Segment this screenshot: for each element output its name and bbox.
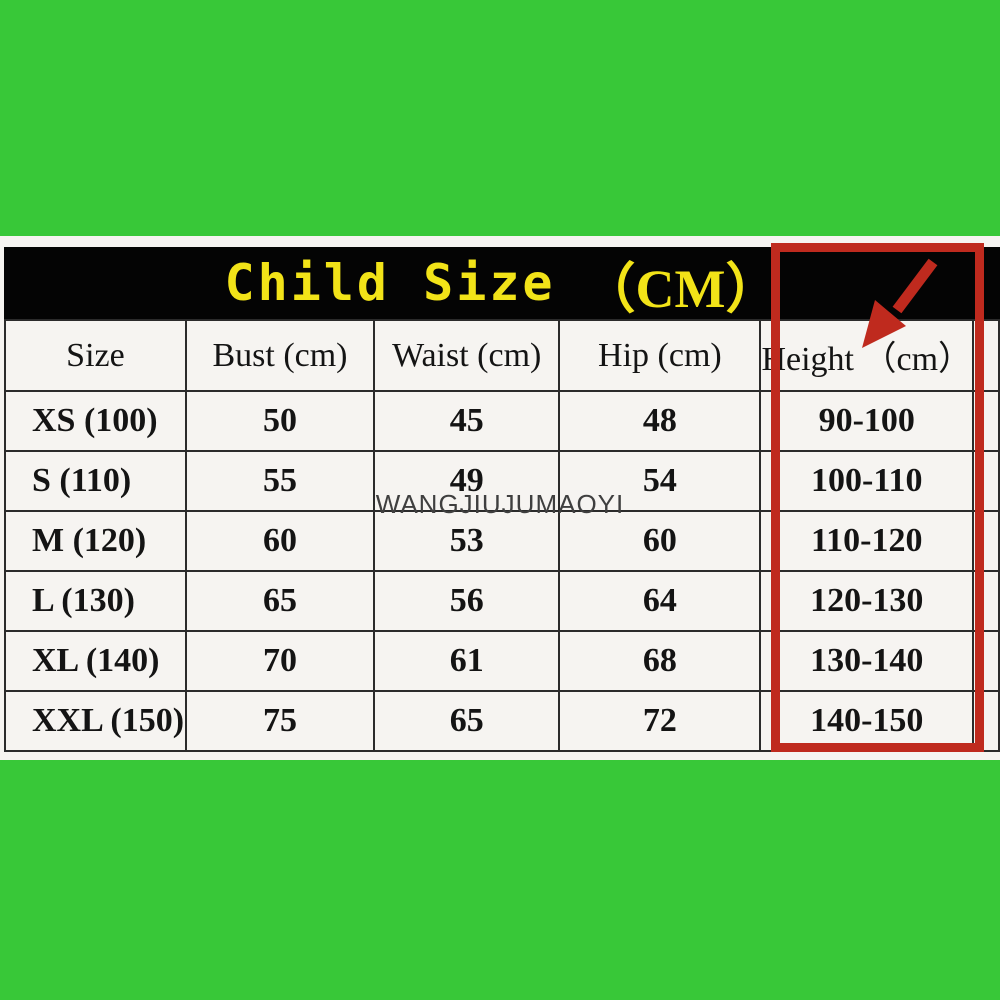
hip-cell: 68 — [558, 630, 762, 692]
size-cell: S (110) — [4, 450, 187, 512]
table-title: Child Size — [224, 254, 556, 312]
waist-cell: 56 — [373, 570, 561, 632]
table-title-bar: Child Size （CM） — [4, 247, 1000, 319]
bust-cell: 65 — [184, 570, 376, 632]
height-cell: 140-150 — [759, 690, 975, 752]
watermark: WANGJIUJUMAOYI — [375, 489, 625, 519]
bust-cell: 60 — [184, 510, 376, 572]
height-cell: 110-120 — [759, 510, 975, 572]
size-table-body: XS (100) 50 45 48 90-100 S (110) 55 49 54 100-110… — [4, 390, 1000, 752]
size-cell: XL (140) — [4, 630, 187, 692]
column-header-hip: Hip (cm) — [558, 319, 762, 392]
bust-cell: 70 — [184, 630, 376, 692]
table-row: L (130) 65 56 64 120-130 — [4, 570, 1000, 632]
table-row: S (110) 55 49 54 100-110 — [4, 450, 1000, 512]
column-header-bust: Bust (cm) — [184, 319, 376, 392]
table-row: XXL (150) 75 65 72 140-150 — [4, 690, 1000, 752]
hip-cell: 54 — [558, 450, 762, 512]
hip-cell: 48 — [558, 390, 762, 452]
hip-cell: 60 — [558, 510, 762, 572]
bust-cell: 50 — [184, 390, 376, 452]
waist-cell: 61 — [373, 630, 561, 692]
height-cell: 130-140 — [759, 630, 975, 692]
hip-cell: 72 — [558, 690, 762, 752]
table-row: XS (100) 50 45 48 90-100 — [4, 390, 1000, 452]
hip-cell: 64 — [558, 570, 762, 632]
height-cell: 100-110 — [759, 450, 975, 512]
bust-cell: 55 — [184, 450, 376, 512]
size-cell: M (120) — [4, 510, 187, 572]
highlight-box — [771, 243, 984, 752]
height-cell: 90-100 — [759, 390, 975, 452]
waist-cell: 53 — [373, 510, 561, 572]
waist-cell: 45 — [373, 390, 561, 452]
height-cell: 120-130 — [759, 570, 975, 632]
size-cell: L (130) — [4, 570, 187, 632]
column-header-size: Size — [4, 319, 187, 392]
size-cell: XS (100) — [4, 390, 187, 452]
table-row: M (120) 60 53 60 110-120 — [4, 510, 1000, 572]
column-header-waist: Waist (cm) — [373, 319, 561, 392]
size-table: Size Bust (cm) Waist (cm) Hip (cm) Heigh… — [4, 319, 1000, 752]
waist-cell: 49 — [373, 450, 561, 512]
bust-cell: 75 — [184, 690, 376, 752]
size-chart-image: Child Size （CM） Size Bust (cm) Waist (cm… — [0, 236, 1000, 760]
table-row: XL (140) 70 61 68 130-140 — [4, 630, 1000, 692]
waist-cell: 65 — [373, 690, 561, 752]
table-title-unit: （CM） — [581, 258, 780, 319]
size-cell: XXL (150) — [4, 690, 187, 752]
